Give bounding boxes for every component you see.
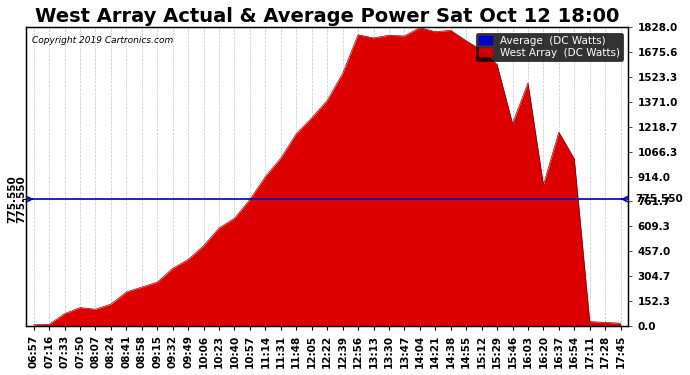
Legend: Average  (DC Watts), West Array  (DC Watts): Average (DC Watts), West Array (DC Watts… [476,33,623,61]
Text: 775.550: 775.550 [16,175,26,223]
Text: 775.550: 775.550 [635,194,683,204]
Text: Copyright 2019 Cartronics.com: Copyright 2019 Cartronics.com [32,36,173,45]
Title: West Array Actual & Average Power Sat Oct 12 18:00: West Array Actual & Average Power Sat Oc… [35,7,620,26]
